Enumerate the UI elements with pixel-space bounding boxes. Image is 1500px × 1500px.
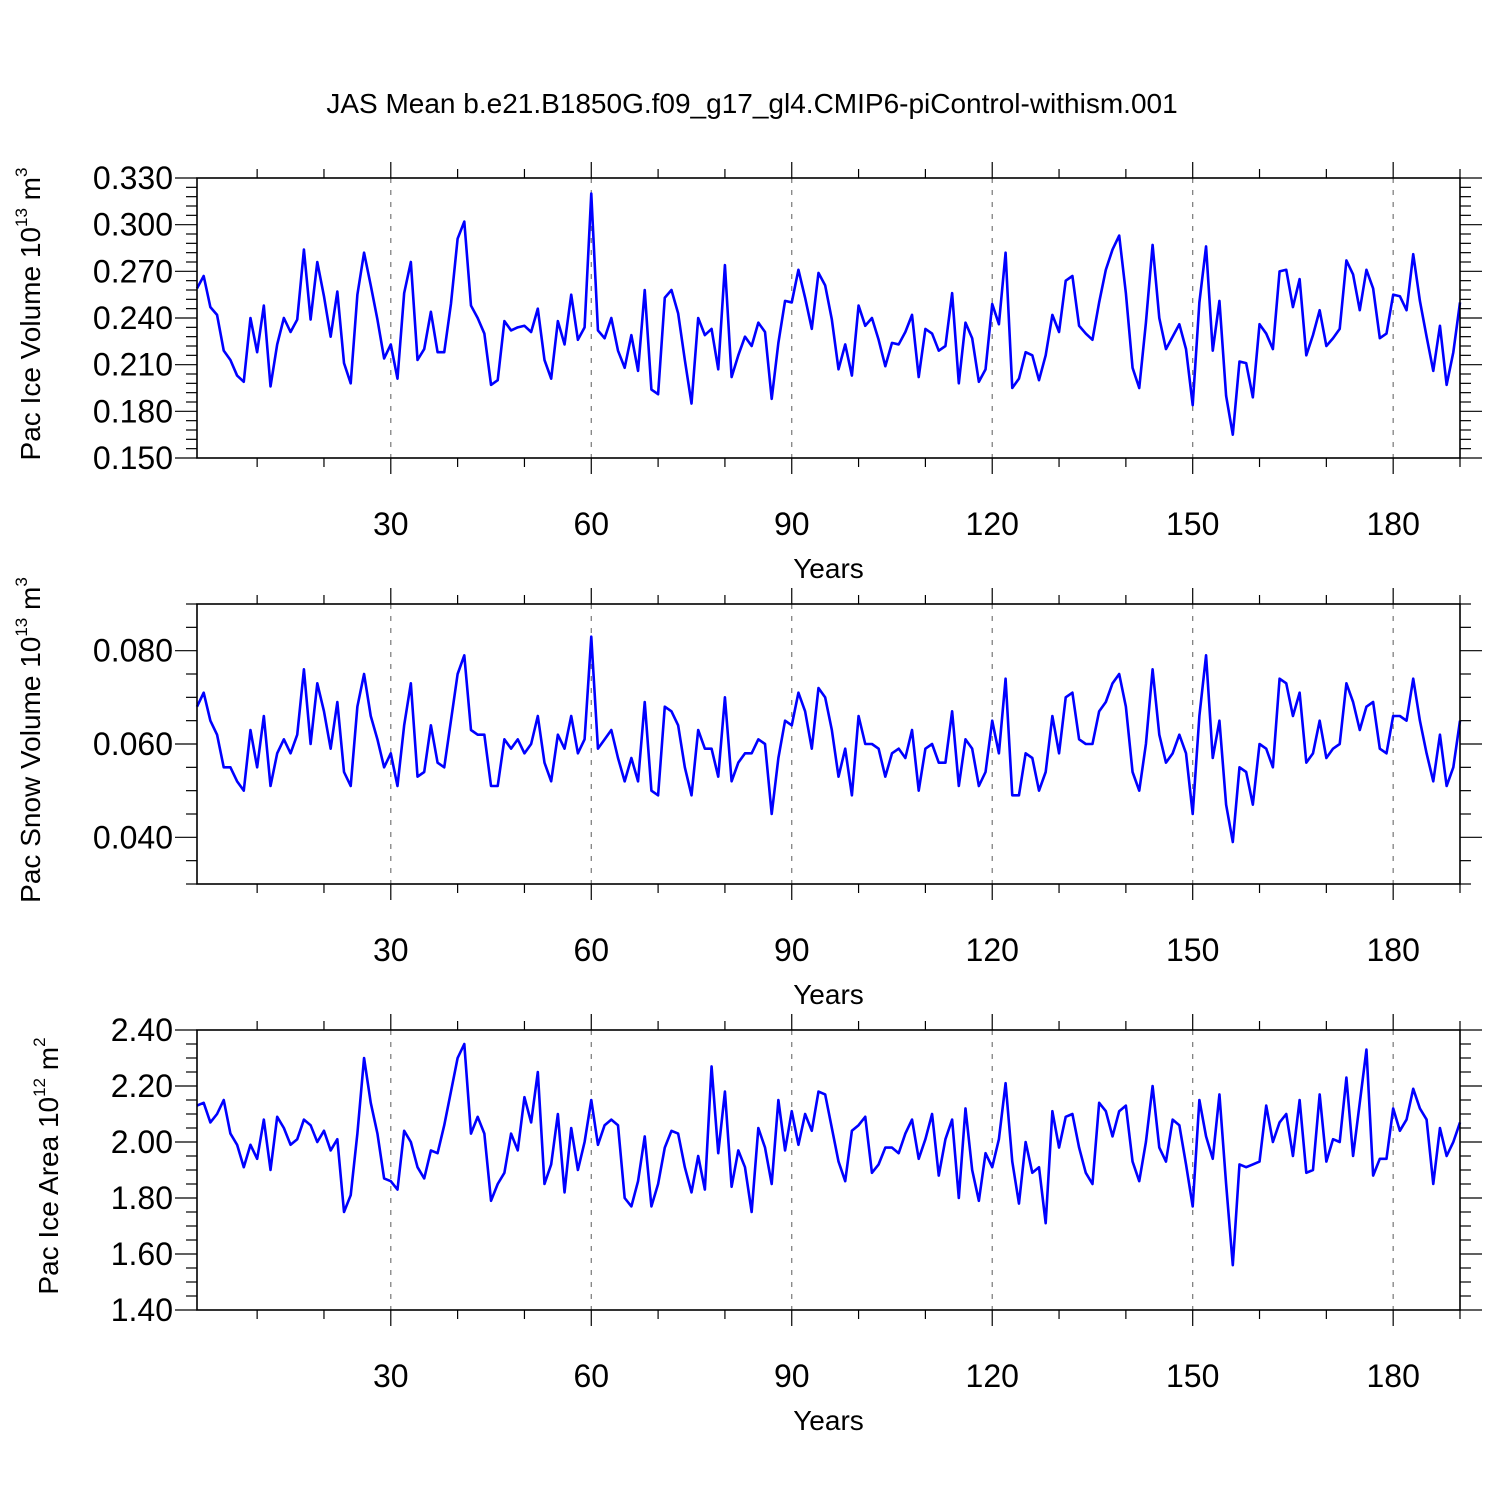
y-tick-label-5: 0.300 xyxy=(93,207,173,243)
pac-ice-volume-xlabel: Years xyxy=(793,553,864,584)
ylabel-unit: m xyxy=(15,587,46,618)
x-tick-label-180: 180 xyxy=(1366,932,1419,968)
pac-ice-area-frame xyxy=(196,1029,1461,1311)
x-tick-label-150: 150 xyxy=(1166,506,1219,542)
x-tick-label-30: 30 xyxy=(373,1358,409,1394)
x-tick-label-90: 90 xyxy=(774,932,810,968)
y-tick-label-1: 0.060 xyxy=(93,726,173,762)
x-tick-label-150: 150 xyxy=(1166,932,1219,968)
chart-title: JAS Mean b.e21.B1850G.f09_g17_gl4.CMIP6-… xyxy=(326,88,1177,119)
y-tick-label-4: 0.270 xyxy=(93,253,173,289)
x-tick-label-120: 120 xyxy=(966,932,1019,968)
ylabel-exponent: 13 xyxy=(12,208,31,227)
ylabel-unit-exponent: 3 xyxy=(12,168,31,177)
x-tick-label-30: 30 xyxy=(373,932,409,968)
y-tick-label-2: 0.080 xyxy=(93,633,173,669)
ylabel-text: Pac Snow Volume 10 xyxy=(15,637,46,903)
x-tick-label-60: 60 xyxy=(573,506,609,542)
pac-ice-volume-line xyxy=(195,192,1462,436)
ylabel-exponent: 13 xyxy=(12,618,31,637)
panels: 30 60 90 120 150 180 0.150 0.180 0.210 0.240 0.270… xyxy=(12,160,1482,1436)
x-tick-label-180: 180 xyxy=(1366,506,1419,542)
pac-ice-volume-panel: 30 60 90 120 150 180 0.150 0.180 0.210 0.240 0.270… xyxy=(12,160,1482,584)
x-tick-label-30: 30 xyxy=(373,506,409,542)
y-tick-label-3: 2.00 xyxy=(111,1124,173,1160)
x-tick-label-60: 60 xyxy=(573,1358,609,1394)
pac-ice-area-panel: 30 60 90 120 150 180 1.40 1.60 1.80 2.00 2.20 2.40 Y… xyxy=(30,1012,1482,1436)
pac-ice-volume-frame xyxy=(196,177,1461,459)
x-tick-label-180: 180 xyxy=(1366,1358,1419,1394)
y-tick-label-2: 1.80 xyxy=(111,1180,173,1216)
pac-snow-volume-panel: 30 60 90 120 150 180 0.040 0.060 0.080 Years Pac S… xyxy=(12,577,1482,1010)
ylabel-unit-exponent: 3 xyxy=(12,577,31,586)
x-tick-label-120: 120 xyxy=(966,506,1019,542)
pac-ice-area-xlabel: Years xyxy=(793,1405,864,1436)
x-tick-label-150: 150 xyxy=(1166,1358,1219,1394)
y-tick-label-0: 1.40 xyxy=(111,1292,173,1328)
x-tick-label-120: 120 xyxy=(966,1358,1019,1394)
y-tick-label-3: 0.240 xyxy=(93,300,173,336)
pac-snow-volume-ylabel: Pac Snow Volume 1013 m3 xyxy=(12,577,46,903)
ylabel-unit-exponent: 2 xyxy=(30,1037,49,1046)
x-tick-label-60: 60 xyxy=(573,932,609,968)
ylabel-text: Pac Ice Area 10 xyxy=(33,1097,64,1295)
y-tick-label-6: 0.330 xyxy=(93,160,173,196)
pac-snow-volume-line xyxy=(195,635,1462,844)
ylabel-text: Pac Ice Volume 10 xyxy=(15,227,46,460)
pac-snow-volume-frame xyxy=(196,603,1461,885)
y-tick-label-5: 2.40 xyxy=(111,1012,173,1048)
y-tick-label-0: 0.040 xyxy=(93,819,173,855)
y-tick-label-2: 0.210 xyxy=(93,347,173,383)
x-tick-label-90: 90 xyxy=(774,1358,810,1394)
pac-ice-area-ylabel: Pac Ice Area 1012 m2 xyxy=(30,1037,64,1294)
pac-ice-volume-ylabel: Pac Ice Volume 1013 m3 xyxy=(12,168,46,461)
y-tick-label-1: 1.60 xyxy=(111,1236,173,1272)
ylabel-exponent: 12 xyxy=(30,1078,49,1097)
ylabel-unit: m xyxy=(15,177,46,208)
x-tick-label-90: 90 xyxy=(774,506,810,542)
pac-ice-area-line xyxy=(196,1042,1462,1267)
ylabel-unit: m xyxy=(33,1047,64,1078)
pac-snow-volume-xlabel: Years xyxy=(793,979,864,1010)
y-tick-label-1: 0.180 xyxy=(93,393,173,429)
y-tick-label-4: 2.20 xyxy=(111,1068,173,1104)
y-tick-label-0: 0.150 xyxy=(93,440,173,476)
